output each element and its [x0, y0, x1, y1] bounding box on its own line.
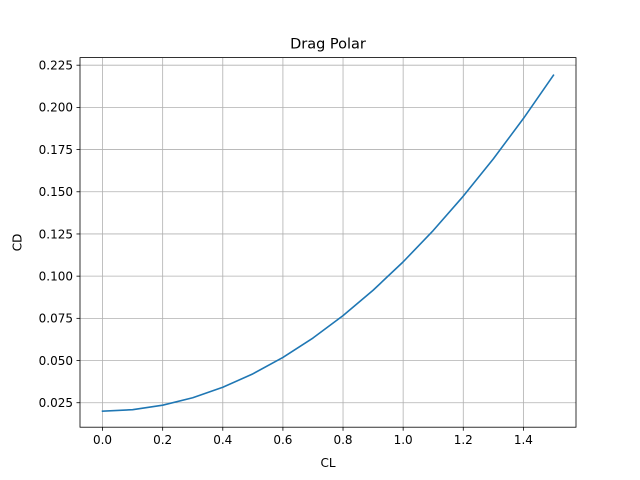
y-tick-label: 0.175 [39, 143, 73, 157]
y-tick-label: 0.050 [39, 354, 73, 368]
y-tick-label: 0.075 [39, 312, 73, 326]
series-layer [101, 74, 555, 413]
y-axis-label: CD [11, 234, 25, 252]
y-tick-label: 0.100 [39, 269, 73, 283]
x-tick-label: 1.2 [454, 433, 473, 447]
x-tick-label: 0.6 [273, 433, 292, 447]
plot-frame [79, 57, 577, 428]
x-tick-label: 1.4 [514, 433, 533, 447]
x-tick-label: 0.0 [93, 433, 112, 447]
y-axis-ticks: 0.025 0.050 0.075 0.100 0.125 0.150 0.175 0.200… [39, 58, 80, 410]
x-tick-label: 0.2 [153, 433, 172, 447]
y-tick-label: 0.025 [39, 396, 73, 410]
plot-area [80, 57, 576, 428]
x-axis-label: CL [320, 456, 335, 470]
chart-title: Drag Polar [290, 37, 366, 53]
x-axis-ticks: 0.0 0.2 0.4 0.6 0.8 1.0 1.2 1.4 [93, 427, 533, 447]
x-tick-label: 0.8 [333, 433, 352, 447]
y-tick-label: 0.200 [39, 101, 73, 115]
x-tick-label: 1.0 [394, 433, 413, 447]
y-tick-label: 0.150 [39, 185, 73, 199]
y-tick-label: 0.125 [39, 227, 73, 241]
y-tick-label: 0.225 [39, 58, 73, 72]
series-line [101, 74, 555, 413]
x-tick-label: 0.4 [213, 433, 232, 447]
